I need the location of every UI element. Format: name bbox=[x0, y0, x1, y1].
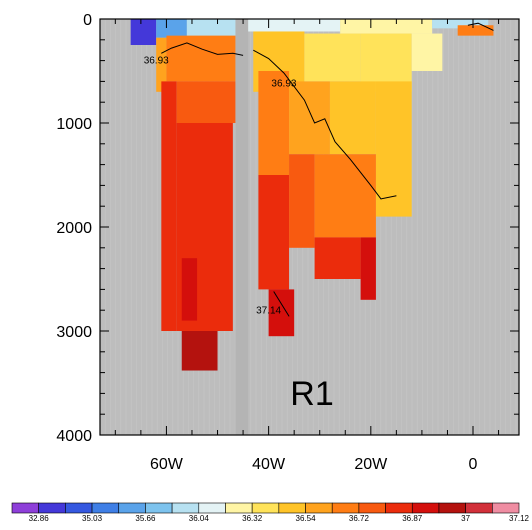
colorbar-swatch bbox=[438, 502, 466, 514]
salinity-cell bbox=[411, 33, 443, 71]
depth-tick-label: 1000 bbox=[56, 116, 92, 133]
salinity-cell bbox=[258, 175, 290, 290]
salinity-cell bbox=[156, 37, 167, 92]
salinity-cell bbox=[161, 123, 177, 331]
colorbar-label: 37 bbox=[461, 514, 470, 523]
salinity-cell bbox=[161, 81, 177, 123]
salinity-cell bbox=[314, 237, 361, 279]
colorbar-label: 35.03 bbox=[82, 514, 103, 523]
colorbar-swatch bbox=[65, 502, 93, 514]
salinity-cell bbox=[186, 19, 236, 36]
colorbar-swatch bbox=[225, 502, 253, 514]
contour-label: 37.14 bbox=[256, 305, 281, 316]
longitude-tick-label: 20W bbox=[354, 456, 388, 473]
salinity-cell bbox=[289, 81, 330, 155]
depth-tick-label: 0 bbox=[83, 12, 92, 29]
colorbar-label: 36.87 bbox=[402, 514, 423, 523]
colorbar-label: 36.04 bbox=[189, 514, 210, 523]
contour-line bbox=[467, 22, 494, 31]
colorbar-label: 37.12 bbox=[509, 514, 530, 523]
contour-label: 36.93 bbox=[271, 79, 296, 90]
longitude-axis: 60W 40W 20W 0 bbox=[114, 19, 500, 473]
salinity-cell bbox=[304, 33, 361, 82]
depth-axis: 0 1000 2000 3000 4000 bbox=[56, 12, 519, 445]
colorbar-label: 32.86 bbox=[29, 514, 50, 523]
colorbar-swatch bbox=[11, 502, 39, 514]
salinity-cell bbox=[248, 19, 341, 32]
colorbar-label: 36.32 bbox=[242, 514, 263, 523]
colorbar-swatch bbox=[278, 502, 306, 514]
data-gap bbox=[235, 19, 249, 435]
colorbar-swatch bbox=[465, 502, 493, 514]
depth-tick-label: 4000 bbox=[56, 428, 92, 445]
contour-line bbox=[273, 291, 290, 317]
colorbar-swatch bbox=[198, 502, 226, 514]
salinity-cell bbox=[457, 25, 494, 36]
colorbar-label: 35.66 bbox=[135, 514, 156, 523]
salinity-cell bbox=[268, 289, 295, 337]
colorbar-swatch bbox=[38, 502, 66, 514]
salinity-cell bbox=[166, 35, 236, 82]
salinity-cells bbox=[99, 19, 517, 435]
colorbar-swatch bbox=[91, 502, 120, 514]
colorbar-swatch bbox=[305, 502, 333, 514]
longitude-tick-label: 0 bbox=[469, 456, 478, 473]
salinity-cell bbox=[329, 81, 376, 155]
longitude-tick-label: 60W bbox=[150, 456, 184, 473]
contour-line bbox=[253, 49, 397, 200]
colorbar-label: 36.72 bbox=[349, 514, 370, 523]
contour-label: 36.93 bbox=[144, 56, 169, 67]
colorbar-swatch bbox=[118, 502, 146, 514]
salinity-cell bbox=[360, 237, 376, 300]
colorbar-swatch bbox=[331, 502, 360, 514]
depth-tick-label: 2000 bbox=[56, 220, 92, 237]
salinity-cell bbox=[181, 258, 198, 321]
colorbar-swatch bbox=[145, 502, 173, 514]
salinity-cell bbox=[176, 81, 236, 123]
colorbar-label: 36.54 bbox=[296, 514, 317, 523]
colorbar-swatch bbox=[385, 502, 413, 514]
salinity-cell bbox=[375, 81, 412, 217]
salinity-cell bbox=[432, 19, 489, 29]
salinity-cell bbox=[130, 19, 157, 45]
colorbar-swatch bbox=[358, 502, 386, 514]
contour-line bbox=[161, 42, 244, 56]
colorbar-swatch bbox=[411, 502, 440, 514]
colorbar-swatch bbox=[251, 502, 280, 514]
salinity-cell bbox=[258, 71, 290, 175]
salinity-cell bbox=[181, 331, 218, 371]
region-label: R1 bbox=[290, 375, 333, 413]
salinity-cell bbox=[156, 19, 187, 38]
colorbar-swatch bbox=[171, 502, 200, 514]
contour-lines bbox=[161, 22, 494, 317]
salinity-cell bbox=[340, 19, 433, 34]
colorbar-swatch bbox=[492, 502, 520, 514]
salinity-cell bbox=[314, 154, 376, 238]
salinity-cell bbox=[289, 154, 315, 248]
colorbar: 32.86 35.03 35.66 36.04 36.32 36.54 36.72 36.87… bbox=[11, 502, 530, 523]
longitude-tick-label: 40W bbox=[252, 456, 286, 473]
contour-labels: 36.93 36.93 37.14 bbox=[144, 56, 297, 317]
depth-tick-label: 3000 bbox=[56, 324, 92, 341]
